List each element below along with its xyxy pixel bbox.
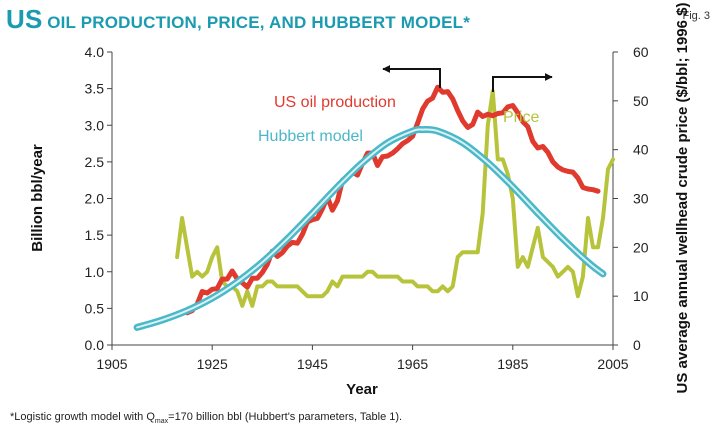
x-tick-label: 2005: [597, 356, 628, 372]
y2-tick-label: 60: [633, 44, 649, 60]
y-tick-label: 1.0: [85, 264, 105, 280]
x-tick-label: 1925: [197, 356, 228, 372]
series-line-hubbert-model: [133, 125, 607, 331]
y2-tick-label: 0: [633, 337, 641, 353]
y2-tick-label: 20: [633, 239, 649, 255]
y2-tick-label: 30: [633, 191, 649, 207]
label-us-oil-production: US oil production: [274, 94, 396, 111]
right-axis-arrow: [492, 73, 553, 92]
y-tick-label: 0.0: [85, 337, 105, 353]
figure-label: Fig. 3: [682, 10, 710, 22]
label-hubbert-model: Hubbert model: [258, 128, 363, 145]
footnote: *Logistic growth model with Qmax=170 bil…: [10, 411, 402, 425]
x-tick-label: 1945: [297, 356, 328, 372]
y2-tick-label: 40: [633, 142, 649, 158]
y-axis-ticks: 0.0 0.5 1.0 1.5 2.0 2.5 3.0 3.5 4.0: [85, 44, 112, 353]
y2-axis-label-line1: US average annual wellhead crude price (…: [674, 3, 691, 394]
left-axis-arrow: [382, 65, 441, 88]
footnote-sub: max: [154, 418, 169, 426]
y-tick-label: 0.5: [85, 300, 105, 316]
y-tick-label: 3.0: [85, 117, 105, 133]
footnote-pre: *Logistic growth model with Q: [10, 411, 155, 423]
title-prefix: US: [6, 4, 43, 34]
y2-tick-label: 10: [633, 288, 649, 304]
series-line-us-oil-production: [184, 84, 601, 316]
x-axis-ticks: 1905 1925 1945 1965 1985 2005: [96, 345, 629, 372]
y-tick-label: 2.5: [85, 154, 105, 170]
y-tick-label: 3.5: [85, 81, 105, 97]
x-tick-label: 1985: [497, 356, 528, 372]
y-tick-label: 1.5: [85, 227, 105, 243]
y2-axis-ticks: 0 10 20 30 40 50 60: [613, 44, 649, 353]
y2-tick-label: 50: [633, 93, 649, 109]
series-line-hubbert-model-highlight: [136, 128, 604, 329]
x-tick-label: 1965: [397, 356, 428, 372]
chart-title: US OIL PRODUCTION, PRICE, AND HUBBERT MO…: [6, 4, 470, 35]
footnote-post: =170 billion bbl (Hubbert's parameters, …: [168, 411, 403, 423]
label-price: Price: [503, 109, 540, 126]
series-line-price: [175, 89, 615, 308]
x-axis-label: Year: [346, 381, 378, 398]
y-tick-label: 4.0: [85, 44, 105, 60]
y-axis-label: Billion bbl/year: [29, 144, 46, 252]
title-rest: OIL PRODUCTION, PRICE, AND HUBBERT MODEL…: [47, 13, 471, 32]
x-tick-label: 1905: [96, 356, 127, 372]
y-tick-label: 2.0: [85, 191, 105, 207]
